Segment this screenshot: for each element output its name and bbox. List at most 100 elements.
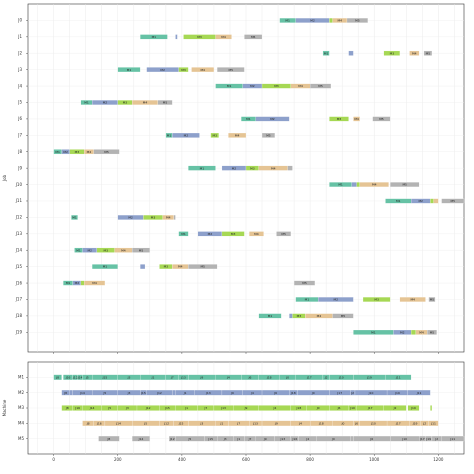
gantt-bar (390, 182, 420, 187)
bar-label: J9 (230, 391, 234, 395)
gantt-bar (178, 67, 189, 73)
bar-label: M5 (426, 51, 431, 55)
gantt-bar (261, 132, 275, 138)
top-panel-y-ticks: J0 J1 J2 J3 J4 J5 J6 J7 J8 J9 J10 J11 J12 J13 J14 J15 J1… (15, 18, 28, 335)
bar-label: J5 (107, 406, 111, 410)
bar-label: J10 (401, 437, 407, 441)
gantt-bar (215, 34, 232, 40)
bar-label: J0 (331, 437, 335, 441)
bar-label: J7 (204, 406, 208, 410)
bar-label: J13 (252, 421, 258, 425)
bar-label: J15 (102, 375, 108, 379)
bar-label: M4 (419, 330, 424, 334)
bar-label: M1 (338, 183, 343, 187)
gantt-bar (423, 50, 433, 56)
gantt-bar (228, 132, 247, 138)
bar-label: M4 (254, 232, 259, 236)
bar-label: M5 (402, 183, 407, 187)
gantt-bar (407, 405, 420, 411)
bar-label: J19 (366, 375, 372, 379)
bar-label: J2 (324, 375, 328, 379)
bar-label: J13 (205, 391, 211, 395)
gantt-bar (428, 420, 439, 427)
x-tick-label: 0 (52, 457, 55, 462)
bar-label: J12 (169, 437, 175, 441)
bar-label: M5 (266, 133, 271, 137)
bar-label: M3 (181, 68, 186, 72)
bar-label: M2 (128, 215, 133, 219)
bar-label: M5 (318, 84, 323, 88)
bar-label: J1 (236, 437, 240, 441)
gantt-bar (276, 231, 291, 237)
y-tick-label: J0 (17, 18, 22, 23)
bar-label: M4 (338, 19, 343, 23)
y-tick-label: M5 (18, 436, 24, 441)
bar-label: J2 (422, 421, 426, 425)
bar-label: M2 (208, 232, 213, 236)
bar-label: M2 (334, 298, 339, 302)
y-tick-label: J7 (17, 133, 22, 138)
bar-label: J6 (273, 391, 277, 395)
gantt-bar (409, 50, 420, 56)
bar-label: J12 (156, 391, 162, 395)
gantt-bar (287, 165, 293, 171)
bar-label: J3 (200, 421, 204, 425)
gantt-bar (71, 214, 78, 220)
bar-label: M5 (251, 35, 256, 39)
y-tick-label: J11 (15, 198, 23, 203)
bar-label: J8 (107, 437, 111, 441)
gantt-bar (411, 329, 417, 335)
bar-label: M1 (324, 51, 329, 55)
bar-label: J17 (336, 391, 342, 395)
bar-label: J15 (178, 421, 184, 425)
bar-label: M4 (143, 101, 148, 105)
y-tick-label: M3 (18, 405, 24, 410)
bar-label: J12 (163, 421, 169, 425)
y-tick-label: J16 (15, 280, 23, 285)
bar-label: J15 (207, 437, 213, 441)
y-tick-label: J8 (17, 149, 22, 154)
bar-label: J13 (220, 406, 226, 410)
bar-label: M5 (430, 298, 435, 302)
gantt-bar (244, 34, 263, 40)
gantt-bar (427, 329, 437, 335)
gantt-bar (399, 297, 426, 302)
bar-label: M4 (372, 183, 377, 187)
bar-label: M3 (231, 232, 236, 236)
bar-label: J5 (103, 391, 107, 395)
gantt-bar (351, 182, 357, 187)
gantt-bar (178, 231, 189, 237)
gantt-bar (191, 67, 215, 73)
bar-label: M2 (418, 199, 423, 203)
bar-label: J4 (305, 437, 309, 441)
gantt-bar (383, 50, 400, 56)
gantt-bar (98, 435, 120, 442)
bar-label: J11 (449, 437, 455, 441)
gantt-bar (433, 198, 439, 204)
y-tick-label: J18 (15, 313, 23, 318)
bar-label: M2 (310, 19, 315, 23)
bar-label: M1 (371, 330, 376, 334)
bottom-panel-bars: J8 J16 J12 J14 J5 J15 J3 J1 J7 J13 J9 J4 J6 J18 J0 J17 J… (53, 374, 465, 442)
bar-label: M3 (337, 117, 342, 121)
bar-label: M5 (229, 68, 234, 72)
bar-label: M2 (400, 330, 405, 334)
bar-label: J15 (140, 391, 146, 395)
bar-label: J7 (170, 375, 174, 379)
gantt-bar (359, 182, 389, 187)
bar-label: J16 (74, 406, 80, 410)
bar-label: J2 (434, 437, 438, 441)
bar-label: M4 (317, 314, 322, 318)
bar-label: M2 (184, 133, 189, 137)
bar-label: J12 (145, 406, 151, 410)
y-tick-label: J13 (15, 231, 23, 236)
gantt-bar (92, 264, 118, 270)
bar-label: J19 (412, 421, 418, 425)
bar-label: J10 (370, 421, 376, 425)
gantt-bar (249, 231, 264, 237)
bar-label: M2 (232, 166, 237, 170)
bar-label: J9 (263, 437, 267, 441)
y-tick-label: J5 (17, 100, 22, 105)
bar-label: M1 (200, 166, 205, 170)
